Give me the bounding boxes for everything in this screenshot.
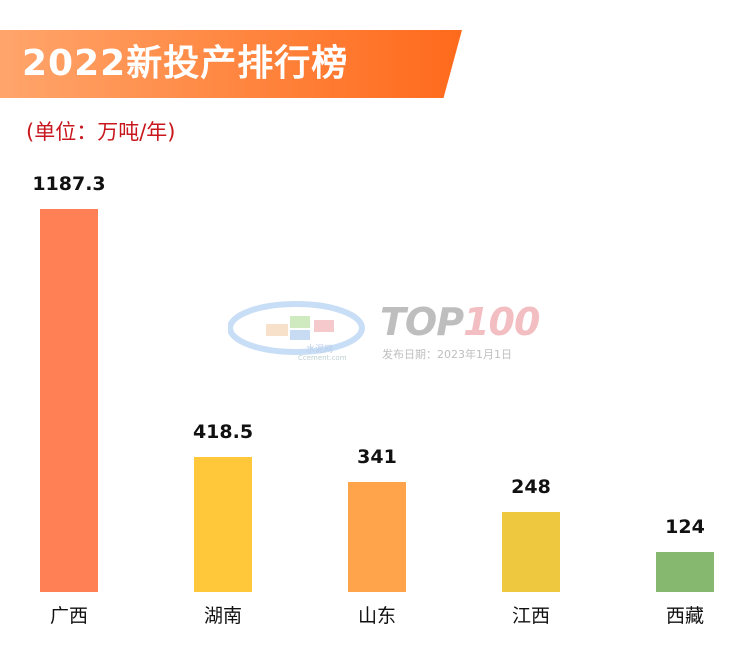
watermark-brand-top: TOP: [380, 300, 464, 344]
value-label: 341: [357, 446, 397, 468]
bar-广西: [40, 209, 98, 592]
watermark-brand-100: 100: [463, 300, 540, 344]
category-label: 湖南: [204, 605, 242, 627]
bar-湖南: [194, 457, 252, 592]
watermark-site-en: Ccement.com: [298, 354, 347, 362]
watermark-date: 发布日期：2023年1月1日: [382, 348, 512, 361]
ccement-logo-icon: [227, 301, 365, 355]
category-label: 山东: [358, 605, 396, 627]
bar-西藏: [656, 552, 714, 592]
bar-江西: [502, 512, 560, 592]
value-label: 248: [511, 476, 551, 498]
title-banner: 2022新投产排行榜: [0, 30, 462, 98]
unit-label: (单位：万吨/年): [26, 120, 176, 144]
category-label: 广西: [50, 605, 88, 627]
category-label: 西藏: [666, 605, 704, 627]
value-label: 1187.3: [32, 173, 105, 195]
chart-title: 2022新投产排行榜: [22, 43, 349, 84]
value-label: 418.5: [193, 421, 253, 443]
watermark-site-cn: 水泥网: [306, 345, 334, 355]
category-label: 江西: [512, 605, 550, 627]
watermark: 水泥网 Ccement.com TOP100 发布日期：2023年1月1日: [227, 298, 540, 370]
bar-山东: [348, 482, 406, 592]
value-label: 124: [665, 516, 705, 538]
watermark-brand: TOP100: [380, 300, 540, 344]
